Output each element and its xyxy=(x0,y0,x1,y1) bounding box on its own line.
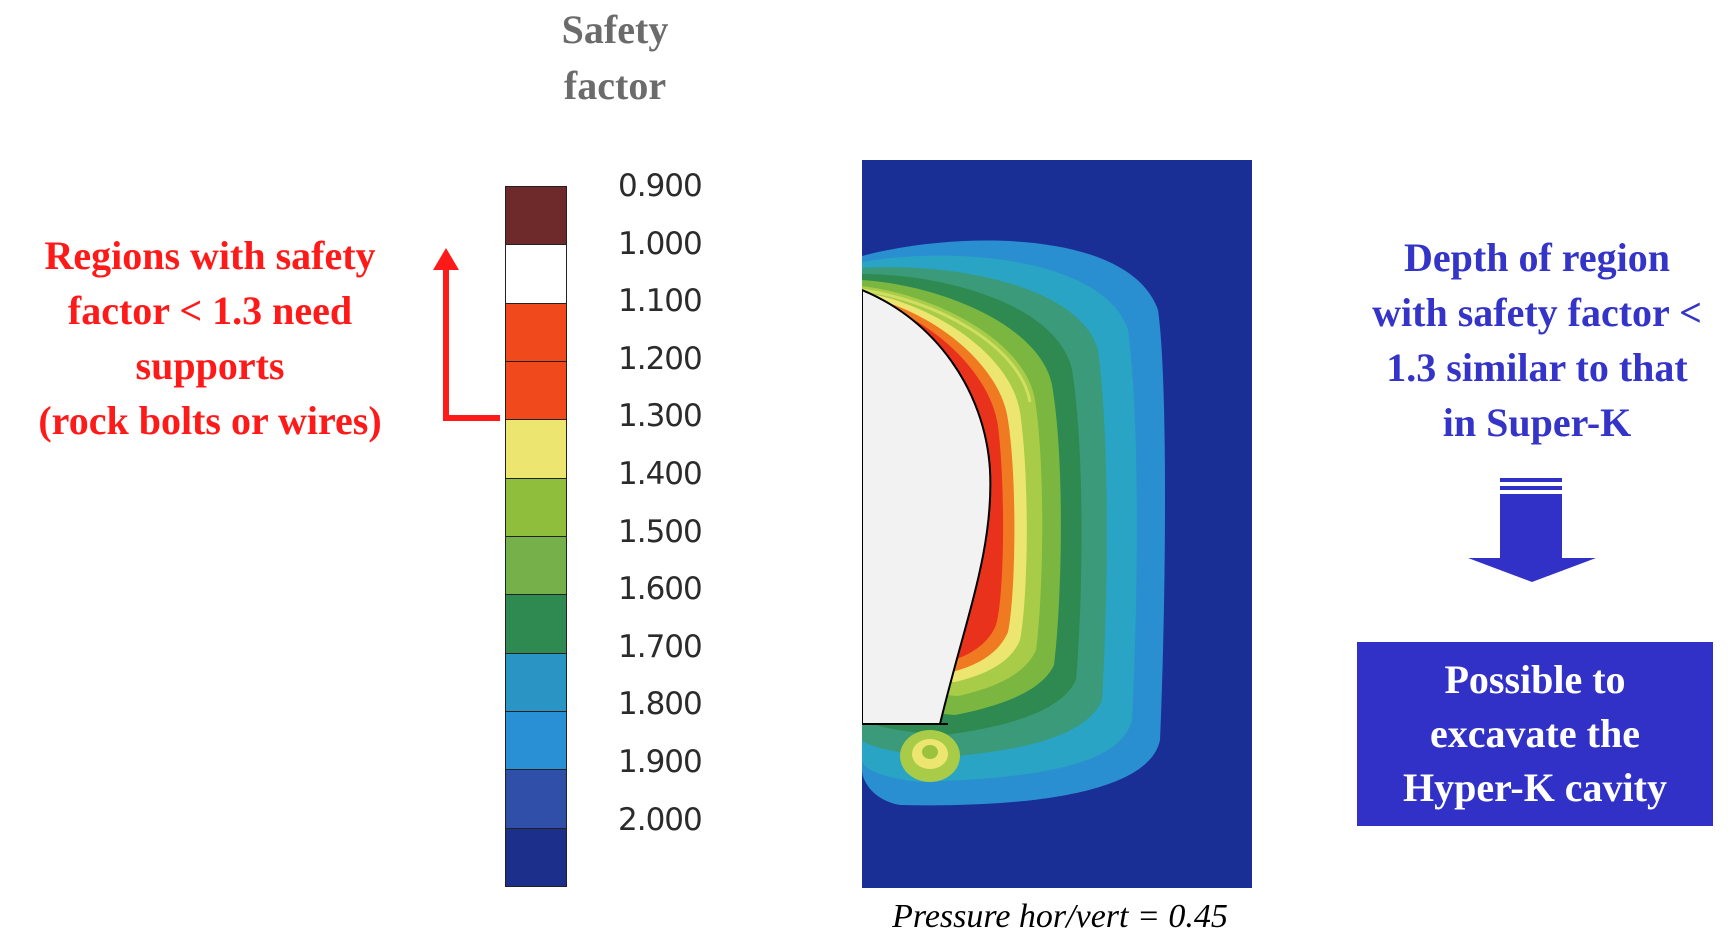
colorbar-tick-label: 1.400 xyxy=(618,456,703,492)
depth-note-line-2: with safety factor < xyxy=(1372,290,1702,335)
colorbar-segment xyxy=(505,769,567,829)
conclusion-line-2: excavate the xyxy=(1430,711,1640,756)
colorbar-tick-label: 0.900 xyxy=(618,168,703,204)
support-note: Regions with safety factor < 1.3 need su… xyxy=(0,228,420,448)
conclusion-line-3: Hyper-K cavity xyxy=(1402,765,1667,810)
colorbar-tick-label: 1.300 xyxy=(618,398,703,435)
colorbar-segment xyxy=(505,652,567,712)
colorbar-tick-label: 1.000 xyxy=(618,225,703,262)
conclusion-line-1: Possible to xyxy=(1444,657,1626,702)
colorbar-title-line-2: factor xyxy=(563,63,667,108)
down-arrow-icon xyxy=(1468,478,1596,582)
colorbar-segment xyxy=(505,419,567,479)
colorbar-tick-label: 1.200 xyxy=(618,340,703,377)
colorbar-segment xyxy=(505,711,567,771)
safety-factor-colorbar xyxy=(505,186,567,887)
colorbar-tick-label: 1.800 xyxy=(618,686,703,723)
colorbar-tick-labels: 0.900 1.000 1.100 1.200 1.300 1.400 1.500 1.600… xyxy=(618,0,728,935)
depth-note-line-1: Depth of region xyxy=(1404,235,1670,280)
depth-note-line-4: in Super-K xyxy=(1442,400,1632,445)
colorbar-tick-label: 1.900 xyxy=(618,744,703,780)
plot-caption: Pressure hor/vert = 0.45 xyxy=(892,898,1228,935)
colorbar-tick-label: 1.600 xyxy=(618,571,703,608)
depth-note-line-3: 1.3 similar to that xyxy=(1386,345,1688,390)
colorbar-tick-label: 1.100 xyxy=(618,283,703,320)
support-note-line-4: (rock bolts or wires) xyxy=(38,398,382,443)
colorbar-segment xyxy=(505,477,567,537)
conclusion-box: Possible to excavate the Hyper-K cavity xyxy=(1357,642,1713,826)
colorbar-tick-label: 1.500 xyxy=(618,513,703,550)
depth-note: Depth of region with safety factor < 1.3… xyxy=(1340,230,1734,450)
colorbar-tick-label: 1.700 xyxy=(618,628,703,665)
red-arrow-icon xyxy=(433,248,500,421)
support-note-line-1: Regions with safety xyxy=(44,233,376,278)
colorbar-tick-label: 2.000 xyxy=(618,801,703,838)
support-note-line-3: supports xyxy=(135,343,285,388)
colorbar-title: Safety factor xyxy=(505,2,725,114)
colorbar-segment xyxy=(505,536,567,596)
safety-factor-contour-plot xyxy=(862,160,1252,888)
colorbar-title-line-1: Safety xyxy=(561,7,669,52)
support-note-line-2: factor < 1.3 need xyxy=(67,288,353,333)
colorbar-segment xyxy=(505,827,567,887)
